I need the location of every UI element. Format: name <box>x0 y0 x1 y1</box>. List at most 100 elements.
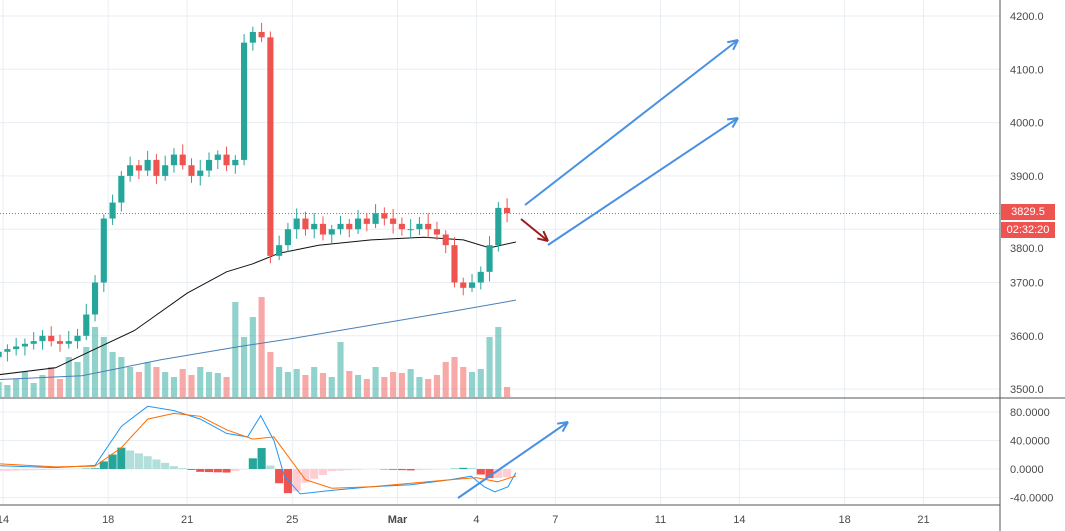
volume-bar <box>425 379 432 397</box>
volume-bar <box>74 362 81 397</box>
candle-body <box>144 159 151 171</box>
candle-body <box>118 175 125 203</box>
volume-bar <box>188 375 195 397</box>
macd-trend-arrow <box>457 421 569 499</box>
macd-trend-arrow-head <box>556 421 569 425</box>
volume-bar <box>144 362 151 397</box>
macd-histogram-bar <box>117 447 126 469</box>
time-tick-label: 18 <box>102 514 114 526</box>
price-tick-label: 3900.0 <box>1010 171 1044 183</box>
macd-histogram-bar <box>257 448 266 469</box>
volume-bar <box>433 375 441 397</box>
time-tick-label: 21 <box>917 514 929 526</box>
macd-histogram-bar <box>178 468 187 469</box>
candle-body <box>302 218 309 230</box>
price-tick-label: 3800.0 <box>1010 243 1044 255</box>
candle-body <box>363 218 370 224</box>
time-tick-label: 7 <box>552 514 558 526</box>
candle-body <box>56 341 64 344</box>
volume-bar <box>91 327 99 397</box>
volume-bar <box>398 373 405 397</box>
macd-histogram-bar <box>485 469 494 479</box>
macd-histogram-bar <box>161 462 170 469</box>
macd-histogram-bar <box>310 469 319 479</box>
volume-bar <box>468 372 476 397</box>
macd-histogram-bar <box>196 469 205 472</box>
macd-histogram-bar <box>283 469 292 494</box>
volume-bar <box>442 362 449 397</box>
volume-bar <box>30 383 37 397</box>
candle-body <box>100 218 107 283</box>
volume-bar <box>83 347 90 397</box>
volume-bar <box>162 372 169 397</box>
macd-histogram-bar <box>336 469 345 471</box>
macd-histogram-bar <box>126 450 135 469</box>
time-tick-label: 11 <box>655 514 666 526</box>
volume-bar <box>197 367 204 397</box>
volume-bar <box>390 372 397 397</box>
time-tick-label: Mar <box>388 514 408 526</box>
volume-bar <box>354 375 362 397</box>
last-price-label: 3829.5 <box>1001 204 1055 220</box>
volume-bar <box>100 337 107 397</box>
volume-bar <box>109 352 116 397</box>
volume-bar <box>416 377 423 397</box>
candle-body <box>170 154 178 166</box>
time-tick-label: 25 <box>286 514 298 526</box>
candle-body <box>346 223 353 230</box>
volume-bar <box>0 382 2 397</box>
trend-arrow-up-1 <box>524 39 739 206</box>
volume-bar <box>311 367 318 397</box>
macd-histogram-bar <box>12 469 21 471</box>
volume-bar <box>179 369 186 397</box>
volume-bar <box>381 377 388 397</box>
volume-bar <box>153 367 160 397</box>
candle-body <box>127 165 134 176</box>
volume-bar <box>328 377 335 397</box>
macd-histogram-bar <box>353 469 363 470</box>
candle-body <box>407 229 414 231</box>
candle-body <box>162 165 169 176</box>
candle-body <box>39 335 46 342</box>
macd-histogram-bar <box>3 469 12 471</box>
candle-body <box>232 159 239 166</box>
candle-body <box>381 213 388 219</box>
candle-body <box>311 223 318 230</box>
candle-body <box>205 159 213 171</box>
macd-histogram-bar <box>222 469 231 473</box>
volume-bar <box>13 379 20 397</box>
volume-bar <box>486 337 493 397</box>
candle-body <box>477 271 484 283</box>
macd-histogram-bar <box>266 465 275 469</box>
candle-body <box>372 213 379 224</box>
candle-body <box>495 207 502 246</box>
macd-histogram-bar <box>406 469 415 471</box>
candle-body <box>416 223 423 230</box>
macd-histogram-bar <box>152 459 161 469</box>
candle-body <box>249 31 256 43</box>
trend-arrow-down-head <box>542 230 549 242</box>
volume-bar <box>337 342 344 397</box>
macd-histogram-bar <box>99 461 108 469</box>
candle-body <box>48 335 55 342</box>
candle-body <box>276 245 283 256</box>
volume-bar <box>223 377 230 397</box>
macd-trend-arrow-head <box>561 421 569 433</box>
candle-body <box>267 37 274 256</box>
candle-body <box>65 341 72 344</box>
macd-tick-label: 80.0000 <box>1010 407 1050 419</box>
volume-bar <box>249 317 256 397</box>
candle-body <box>188 165 195 176</box>
trend-arrow-up-1-head <box>732 39 739 51</box>
macd-histogram-bar <box>301 469 310 483</box>
time-tick-label: 18 <box>838 514 850 526</box>
volume-bar <box>407 369 414 397</box>
macd-histogram-bar <box>29 469 38 471</box>
volume-bar <box>65 357 72 397</box>
volume-bar <box>21 372 28 397</box>
macd-line <box>0 405 517 495</box>
candle-body <box>504 207 511 214</box>
volume-bar <box>241 337 248 397</box>
